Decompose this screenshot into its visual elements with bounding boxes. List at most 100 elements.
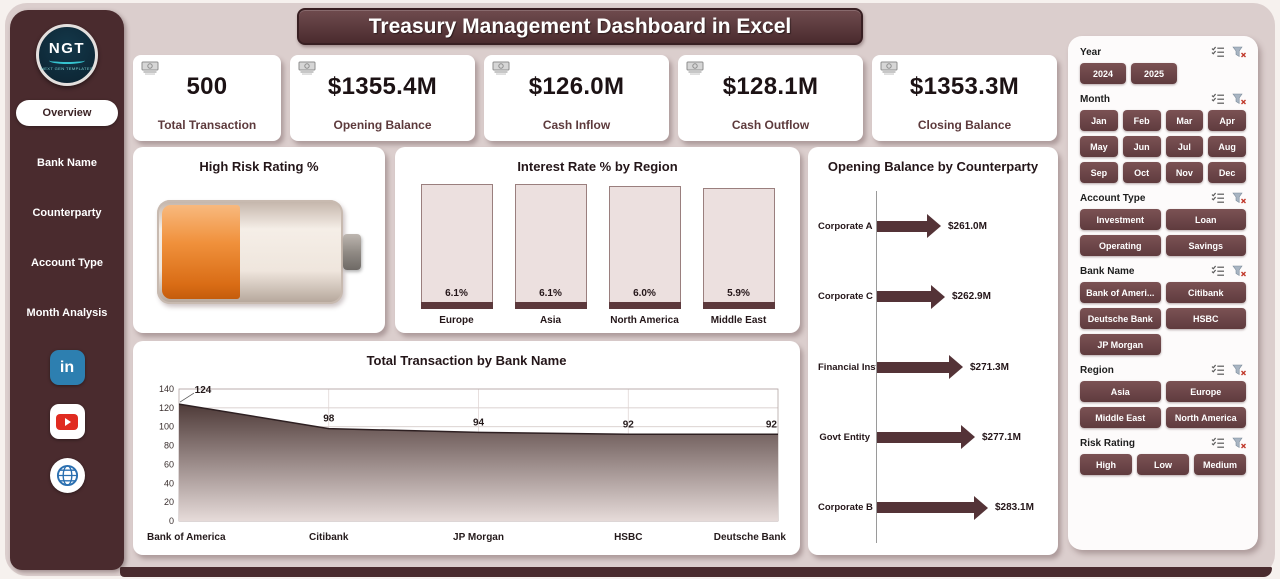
filter-option-2025[interactable]: 2025 — [1131, 63, 1177, 84]
battery-gauge — [157, 200, 361, 304]
clear-filter-icon[interactable] — [1232, 265, 1246, 277]
filter-option-aug[interactable]: Aug — [1208, 136, 1246, 157]
counterparty-label: Corporate C — [818, 291, 873, 303]
multi-select-icon[interactable] — [1211, 93, 1225, 105]
filter-option-bank-of-ameri[interactable]: Bank of Ameri... — [1080, 282, 1161, 303]
kpi-card-closing-balance: $1353.3M Closing Balance — [872, 55, 1057, 141]
svg-text:Bank of America: Bank of America — [147, 532, 226, 543]
sidebar-item-account-type[interactable]: Account Type — [31, 257, 103, 269]
counterparty-row-corporate-c: Corporate C $262.9M — [818, 261, 1052, 332]
slicer-title: Account Type — [1080, 192, 1146, 204]
svg-text:140: 140 — [159, 384, 174, 394]
linkedin-icon[interactable]: in — [49, 350, 85, 385]
website-icon[interactable] — [49, 458, 85, 493]
kpi-card-total-transaction: 500 Total Transaction — [133, 55, 281, 141]
transaction-chart-card: Total Transaction by Bank Name 0 20 40 60 80… — [133, 341, 800, 555]
slicer-month: Month Jan Feb Mar Apr May Jun Jul Aug Sep Oct Nov De… — [1080, 93, 1246, 183]
slicer-title: Risk Rating — [1080, 437, 1136, 449]
interest-rate-card: Interest Rate % by Region 6.1% Europe 6.1%… — [395, 147, 800, 333]
filter-option-citibank[interactable]: Citibank — [1165, 282, 1246, 303]
arrow-head-icon — [961, 425, 975, 450]
multi-select-icon[interactable] — [1211, 364, 1225, 376]
sidebar-item-bank-name[interactable]: Bank Name — [37, 157, 97, 169]
svg-text:100: 100 — [159, 422, 174, 432]
interest-bar-north-america: 6.0% North America — [608, 186, 681, 326]
counterparty-title: Opening Balance by Counterparty — [827, 159, 1039, 174]
filter-option-investment[interactable]: Investment — [1080, 209, 1161, 230]
filter-option-operating[interactable]: Operating — [1080, 235, 1161, 256]
filter-option-jun[interactable]: Jun — [1122, 136, 1161, 157]
arrow-bar — [877, 291, 931, 303]
filter-option-high[interactable]: High — [1080, 454, 1132, 475]
clear-filter-icon[interactable] — [1232, 46, 1246, 58]
filter-option-savings[interactable]: Savings — [1165, 235, 1246, 256]
filter-option-medium[interactable]: Medium — [1194, 454, 1246, 475]
counterparty-label: Govt Entity — [819, 431, 870, 443]
counterparty-value: $262.9M — [952, 291, 991, 303]
counterparty-row-govt-entity: Govt Entity $277.1M — [818, 402, 1052, 473]
counterparty-value: $261.0M — [948, 220, 987, 232]
counterparty-label: Corporate B — [818, 502, 873, 514]
kpi-label: Opening Balance — [333, 118, 432, 132]
high-risk-title: High Risk Rating % — [199, 159, 319, 174]
clear-filter-icon[interactable] — [1232, 192, 1246, 204]
filter-option-oct[interactable]: Oct — [1122, 162, 1161, 183]
multi-select-icon[interactable] — [1211, 265, 1225, 277]
kpi-value: $1355.4M — [327, 73, 438, 100]
battery-cap — [343, 234, 361, 270]
filter-option-apr[interactable]: Apr — [1208, 110, 1246, 131]
bar-base — [514, 302, 587, 309]
filter-option-dec[interactable]: Dec — [1208, 162, 1246, 183]
slicer-region: Region Asia Europe Middle East North America — [1080, 364, 1246, 428]
filter-option-feb[interactable]: Feb — [1122, 110, 1161, 131]
high-risk-card: High Risk Rating % — [133, 147, 385, 333]
counterparty-label: Financial Inst — [818, 361, 879, 373]
kpi-label: Closing Balance — [917, 118, 1012, 132]
svg-text:80: 80 — [164, 441, 174, 451]
filter-option-jp-morgan[interactable]: JP Morgan — [1080, 334, 1161, 355]
filter-option-deutsche-bank[interactable]: Deutsche Bank — [1080, 308, 1161, 329]
counterparty-card: Opening Balance by Counterparty Corporat… — [808, 147, 1058, 555]
interest-bar-europe: 6.1% Europe — [420, 184, 493, 326]
sidebar-item-counterparty[interactable]: Counterparty — [32, 207, 102, 219]
multi-select-icon[interactable] — [1211, 437, 1225, 449]
filter-option-low[interactable]: Low — [1137, 454, 1189, 475]
bar-value-label: 6.1% — [539, 288, 562, 299]
filter-option-may[interactable]: May — [1080, 136, 1118, 157]
filter-option-middle-east[interactable]: Middle East — [1080, 407, 1161, 428]
filter-option-north-america[interactable]: North America — [1165, 407, 1246, 428]
filter-option-europe[interactable]: Europe — [1165, 381, 1246, 402]
clear-filter-icon[interactable] — [1232, 364, 1246, 376]
interest-bars: 6.1% Europe 6.1% Asia 6.0% North America 5.9% M… — [395, 184, 800, 326]
sidebar-item-overview[interactable]: Overview — [16, 100, 118, 126]
counterparty-arrows: Corporate A $261.0M Corporate C $262.9M Fina… — [818, 191, 1052, 544]
filter-option-loan[interactable]: Loan — [1165, 209, 1246, 230]
svg-text:HSBC: HSBC — [614, 532, 642, 543]
filter-option-mar[interactable]: Mar — [1165, 110, 1204, 131]
clear-filter-icon[interactable] — [1232, 437, 1246, 449]
filter-option-hsbc[interactable]: HSBC — [1165, 308, 1246, 329]
filter-option-asia[interactable]: Asia — [1080, 381, 1161, 402]
kpi-value: $1353.3M — [909, 73, 1020, 100]
filter-option-jan[interactable]: Jan — [1080, 110, 1118, 131]
sidebar: NGT NEXT GEN TEMPLATES Overview Bank Name… — [10, 10, 124, 570]
youtube-icon[interactable] — [49, 404, 85, 439]
filter-option-nov[interactable]: Nov — [1165, 162, 1204, 183]
counterparty-row-financial-inst: Financial Inst $271.3M — [818, 331, 1052, 403]
arrow-head-icon — [931, 284, 945, 309]
arrow-bar — [877, 361, 949, 373]
slicer-title: Month — [1080, 93, 1110, 105]
multi-select-icon[interactable] — [1211, 46, 1225, 58]
filter-option-sep[interactable]: Sep — [1080, 162, 1118, 183]
slicer-title: Year — [1080, 46, 1102, 58]
filter-option-2024[interactable]: 2024 — [1080, 63, 1126, 84]
bar-category-label: Middle East — [710, 315, 767, 326]
multi-select-icon[interactable] — [1211, 192, 1225, 204]
clear-filter-icon[interactable] — [1232, 93, 1246, 105]
transaction-chart-title: Total Transaction by Bank Name — [366, 353, 567, 368]
sidebar-item-month-analysis[interactable]: Month Analysis — [26, 307, 108, 319]
filter-option-jul[interactable]: Jul — [1165, 136, 1204, 157]
counterparty-label: Corporate A — [818, 220, 873, 232]
bar-base — [608, 302, 681, 309]
counterparty-value: $271.3M — [970, 361, 1009, 373]
